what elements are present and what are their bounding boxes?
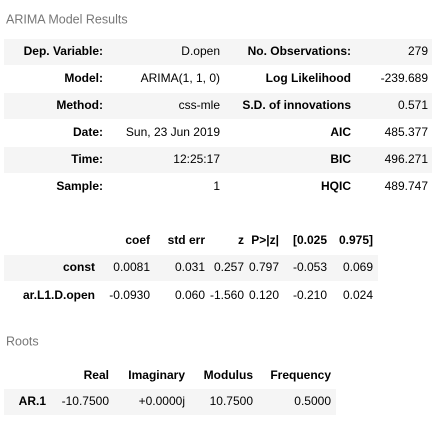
cell-value: 489.747	[385, 179, 429, 193]
cell-value: -1.560	[210, 288, 244, 302]
cell-value: -0.0930	[109, 288, 150, 302]
caption: ARIMA Model Results	[6, 12, 128, 26]
cell-label: Date:	[73, 125, 103, 139]
cell-value: 0.120	[249, 288, 279, 302]
cell-value: 1	[213, 179, 220, 193]
cell-value: 485.377	[385, 125, 429, 139]
cell-label: AIC	[330, 125, 351, 139]
cell-value: D.open	[181, 44, 220, 58]
row-label: ar.L1.D.open	[23, 288, 95, 302]
cell-value: 0.060	[175, 288, 205, 302]
cell-value: css-mle	[179, 98, 221, 112]
column-header: Frequency	[270, 368, 331, 382]
column-header: coef	[125, 233, 151, 247]
row-stripe	[4, 147, 432, 173]
column-header: z	[238, 233, 244, 247]
cell-label: Sample:	[56, 179, 103, 193]
column-header: Imaginary	[128, 368, 185, 382]
cell-value: 0.069	[343, 260, 373, 274]
row-label: const	[63, 260, 95, 274]
caption: Roots	[6, 334, 39, 348]
cell-value: -0.053	[293, 260, 327, 274]
cell-label: Time:	[71, 152, 103, 166]
column-header: Real	[84, 368, 109, 382]
cell-label: No. Observations:	[248, 44, 351, 58]
cell-value: 0.797	[249, 260, 279, 274]
cell-value: 0.0081	[113, 260, 150, 274]
cell-value: 0.571	[398, 98, 428, 112]
cell-value: 0.024	[343, 288, 373, 302]
row-stripe	[4, 389, 336, 415]
cell-label: S.D. of innovations	[242, 98, 351, 112]
cell-value: +0.0000j	[139, 394, 185, 408]
row-stripe	[4, 39, 432, 65]
cell-value: 0.031	[175, 260, 205, 274]
cell-value: 279	[408, 44, 428, 58]
cell-value: -239.689	[381, 71, 429, 85]
row-stripe	[4, 93, 432, 119]
column-header: P>|z|	[251, 233, 279, 247]
column-header: [0.025	[293, 233, 327, 247]
cell-value: 12:25:17	[173, 152, 220, 166]
cell-label: Method:	[56, 98, 103, 112]
cell-label: BIC	[330, 152, 351, 166]
column-header: std err	[168, 233, 206, 247]
column-header: 0.975]	[339, 233, 373, 247]
cell-label: Dep. Variable:	[24, 44, 103, 58]
cell-value: 0.257	[214, 260, 244, 274]
column-header: Modulus	[204, 368, 254, 382]
row-label: AR.1	[19, 394, 47, 408]
cell-label: Model:	[64, 71, 103, 85]
cell-value: Sun, 23 Jun 2019	[126, 125, 220, 139]
cell-value: 0.5000	[294, 394, 331, 408]
cell-value: -0.210	[293, 288, 327, 302]
row-stripe	[4, 255, 378, 281]
cell-label: Log Likelihood	[266, 71, 351, 85]
cell-value: -10.7500	[62, 394, 110, 408]
cell-value: 496.271	[385, 152, 429, 166]
cell-label: HQIC	[321, 179, 351, 193]
cell-value: ARIMA(1, 1, 0)	[141, 71, 220, 85]
cell-value: 10.7500	[210, 394, 254, 408]
